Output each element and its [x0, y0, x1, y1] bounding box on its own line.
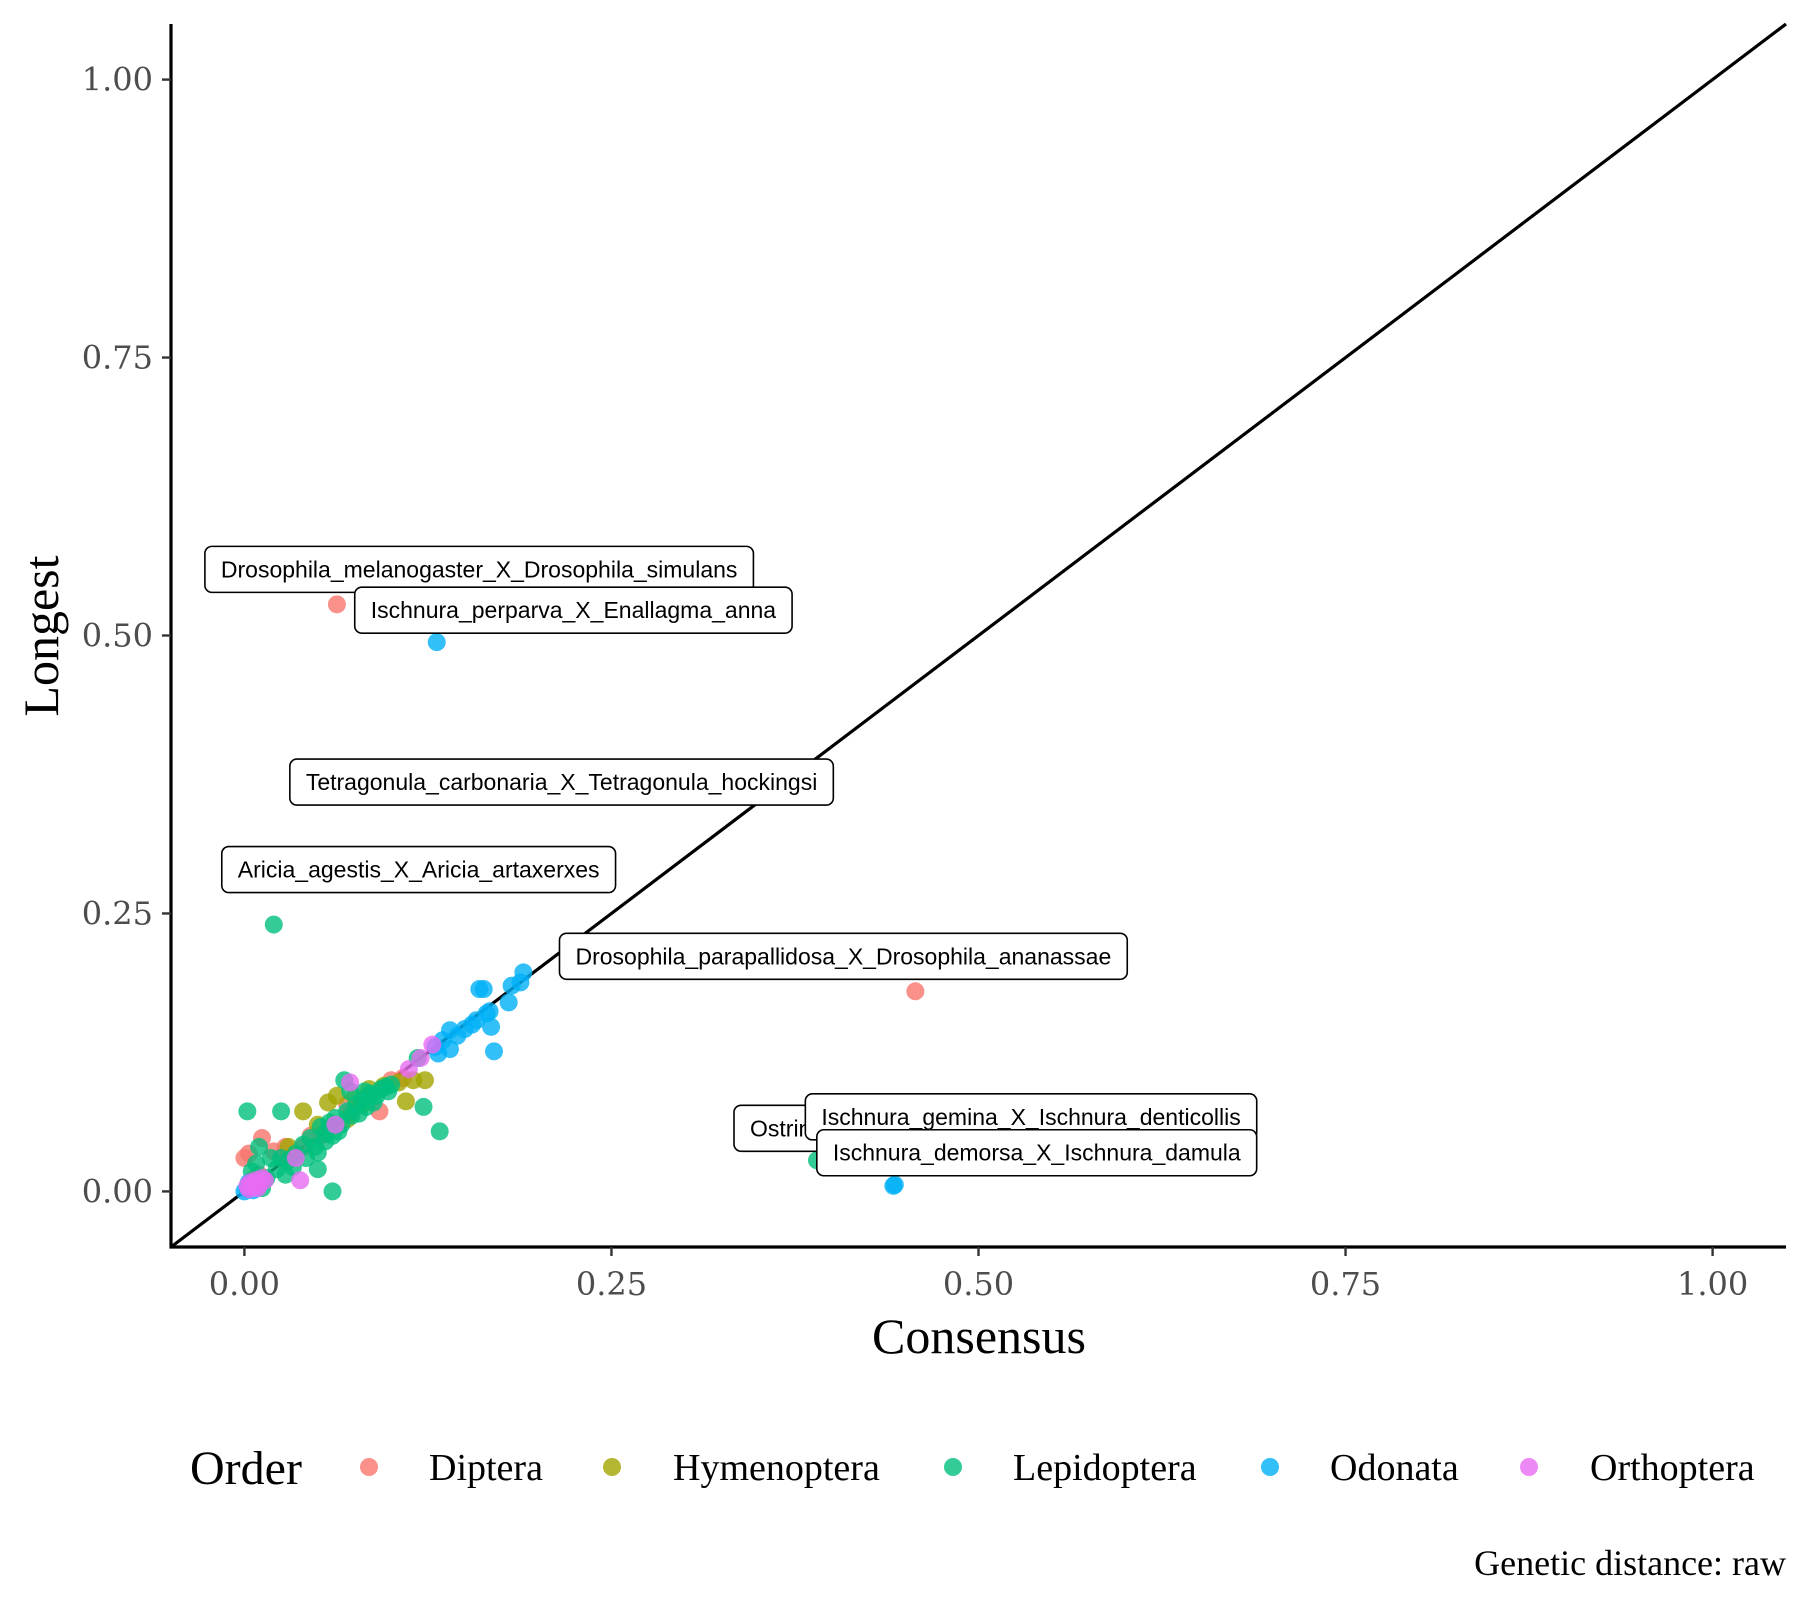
point-orthoptera-3 — [341, 1073, 360, 1092]
point-odonata-2 — [885, 1175, 904, 1194]
annotation-label: Ischnura_demorsa_X_Ischnura_damula — [816, 1128, 1258, 1177]
annotation-text: Ischnura_demorsa_X_Ischnura_damula — [833, 1140, 1241, 1166]
point-odonata-20 — [480, 1002, 499, 1021]
point-orthoptera-5 — [286, 1149, 305, 1168]
legend-label: Lepidoptera — [1013, 1447, 1197, 1489]
point-hymenoptera-1 — [294, 1102, 313, 1121]
point-orthoptera-0 — [423, 1035, 442, 1054]
point-lepidoptera-6 — [430, 1122, 449, 1141]
point-odonata-11 — [474, 980, 493, 999]
legend-item-odonata: Odonata — [1261, 1447, 1459, 1489]
point-orthoptera-2 — [399, 1060, 418, 1079]
legend-label: Odonata — [1330, 1447, 1459, 1489]
legend-title: Order — [190, 1442, 302, 1495]
point-odonata-5 — [502, 976, 521, 995]
annotation-text: Ischnura_gemina_X_Ischnura_denticollis — [821, 1104, 1240, 1130]
x-tick-label: 0.50 — [943, 1265, 1014, 1303]
legend-label: Hymenoptera — [673, 1447, 880, 1489]
point-odonata-7 — [485, 1042, 503, 1061]
point-lepidoptera-2 — [238, 1102, 257, 1121]
point-lepidoptera-34 — [349, 1104, 368, 1123]
legend-swatch — [360, 1458, 378, 1476]
axis-layer: 0.00 0.25 0.50 0.75 1.00 0.00 0.25 0.50 0.75 1.00 — [82, 24, 1786, 1303]
point-lepidoptera-39 — [247, 1154, 266, 1173]
annotation-box — [558, 932, 1129, 981]
annotation-text: Drosophila_melanogaster_X_Drosophila_sim… — [221, 556, 738, 582]
point-lepidoptera-5 — [308, 1160, 327, 1179]
point-lepidoptera-4 — [323, 1182, 342, 1201]
point-orthoptera-4 — [326, 1115, 345, 1134]
annotation-layer: Drosophila_melanogaster_X_Drosophila_sim… — [204, 545, 1258, 1177]
legend-item-orthoptera: Orthoptera — [1520, 1447, 1755, 1489]
point-lepidoptera-7 — [414, 1097, 433, 1116]
annotation-label: Drosophila_melanogaster_X_Drosophila_sim… — [204, 545, 755, 594]
legend-item-hymenoptera: Hymenoptera — [603, 1447, 880, 1489]
x-tick-label: 0.75 — [1310, 1265, 1381, 1303]
point-lepidoptera-49 — [308, 1143, 327, 1162]
legend-item-diptera: Diptera — [360, 1447, 543, 1489]
annotation-label: Tetragonula_carbonaria_X_Tetragonula_hoc… — [289, 758, 835, 806]
point-lepidoptera-46 — [355, 1082, 374, 1101]
legend-label: Orthoptera — [1590, 1447, 1755, 1489]
y-tick-label: 0.00 — [82, 1172, 153, 1210]
point-orthoptera-16 — [248, 1179, 267, 1198]
annotation-box — [289, 758, 835, 806]
legend-label: Diptera — [429, 1447, 543, 1489]
annotation-text: Aricia_agestis_X_Aricia_artaxerxes — [238, 857, 600, 883]
points-layer — [235, 595, 925, 1201]
legend: Diptera Hymenoptera Lepidoptera Odonata Orth… — [360, 1447, 1755, 1489]
point-odonata-21 — [467, 1011, 486, 1030]
point-hymenoptera-10 — [415, 1071, 434, 1090]
legend-item-lepidoptera: Lepidoptera — [944, 1447, 1197, 1489]
y-tick-label: 0.50 — [82, 617, 153, 655]
legend-swatch — [1520, 1458, 1538, 1476]
legend-swatch — [603, 1458, 621, 1476]
annotation-box — [353, 586, 793, 634]
point-odonata-0 — [427, 633, 446, 652]
x-tick-label: 0.25 — [576, 1265, 647, 1303]
y-axis-title: Longest — [13, 555, 69, 716]
point-orthoptera-1 — [411, 1048, 430, 1067]
annotation-box — [816, 1128, 1258, 1177]
x-tick-label: 0.00 — [209, 1265, 280, 1303]
annotation-label: Ischnura_perparva_X_Enallagma_anna — [353, 586, 793, 634]
caption: Genetic distance: raw — [1474, 1543, 1786, 1583]
annotation-text: Drosophila_parapallidosa_X_Drosophila_an… — [575, 943, 1111, 969]
annotation-text: Ischnura_perparva_X_Enallagma_anna — [371, 597, 777, 623]
point-diptera-1 — [906, 982, 925, 1001]
annotation-text: Tetragonula_carbonaria_X_Tetragonula_hoc… — [306, 769, 817, 795]
series-orthoptera — [238, 1035, 442, 1199]
point-orthoptera-6 — [291, 1171, 310, 1190]
annotation-label: Ischnura_gemina_X_Ischnura_denticollis — [804, 1093, 1258, 1141]
annotation-label: Drosophila_parapallidosa_X_Drosophila_an… — [558, 932, 1129, 981]
y-tick-label: 0.25 — [82, 894, 153, 932]
point-odonata-6 — [499, 993, 518, 1012]
point-diptera-0 — [327, 595, 346, 614]
y-tick-label: 1.00 — [82, 61, 153, 99]
point-lepidoptera-3 — [272, 1102, 291, 1121]
point-lepidoptera-47 — [379, 1082, 398, 1101]
point-lepidoptera-35 — [250, 1137, 269, 1156]
x-tick-label: 1.00 — [1677, 1265, 1748, 1303]
y-tick-label: 0.75 — [82, 339, 153, 377]
x-axis-title: Consensus — [872, 1308, 1086, 1364]
point-lepidoptera-0 — [264, 915, 283, 934]
point-hymenoptera-8 — [396, 1092, 415, 1111]
annotation-label: Aricia_agestis_X_Aricia_artaxerxes — [220, 845, 617, 894]
annotation-box — [220, 845, 617, 894]
legend-swatch — [944, 1458, 962, 1476]
legend-swatch — [1261, 1458, 1279, 1476]
